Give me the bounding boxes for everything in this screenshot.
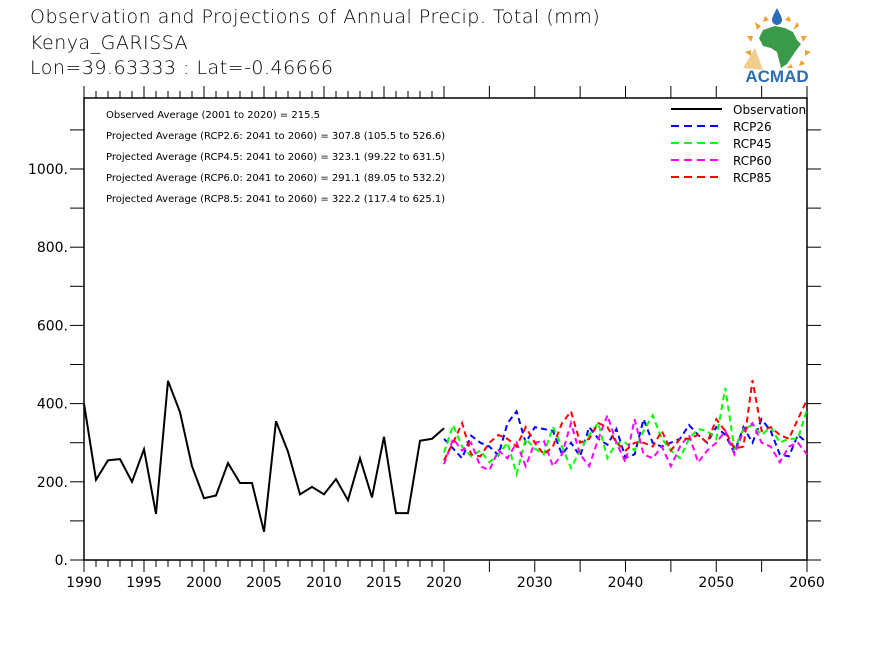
y-tick-label: 800. <box>37 240 68 256</box>
acmad-logo: ACMAD <box>743 8 811 84</box>
legend-label: RCP45 <box>733 137 772 151</box>
africa-map-icon <box>759 26 801 68</box>
coords-label: Lon=39.63333 : Lat=-0.46666 <box>30 57 334 79</box>
y-tick-label: 400. <box>37 397 68 413</box>
water-drop-icon <box>772 8 782 25</box>
legend-label: RCP60 <box>733 154 772 168</box>
annotation-line: Projected Average (RCP2.6: 2041 to 2060)… <box>106 131 445 142</box>
annotation-line: Projected Average (RCP8.5: 2041 to 2060)… <box>106 194 445 205</box>
legend-label: Observation <box>733 103 806 117</box>
x-tick-label: 2010 <box>306 575 342 591</box>
series-line-observation <box>83 380 445 533</box>
x-tick-label: 1995 <box>126 575 162 591</box>
sun-beams-icon <box>743 48 763 70</box>
x-tick-label: 2060 <box>789 575 825 591</box>
annotation-line: Projected Average (RCP4.5: 2041 to 2060)… <box>106 152 445 163</box>
y-tick-label: 1000. <box>28 162 68 178</box>
x-tick-label: 1990 <box>66 575 102 591</box>
sun-rays-icon <box>745 16 811 68</box>
y-tick-label: 0. <box>55 553 68 569</box>
annotation-line: Projected Average (RCP6.0: 2041 to 2060)… <box>106 173 445 184</box>
x-tick-label: 2005 <box>246 575 282 591</box>
x-tick-label: 2015 <box>366 575 402 591</box>
logo-text: ACMAD <box>745 67 808 84</box>
x-tick-label: 2030 <box>517 575 553 591</box>
legend-label: RCP26 <box>733 120 772 134</box>
plot-frame <box>83 97 808 561</box>
y-tick-label: 600. <box>37 318 68 334</box>
annotation-line: Observed Average (2001 to 2020) = 215.5 <box>106 110 320 121</box>
x-tick-label: 2020 <box>426 575 462 591</box>
x-tick-label: 2000 <box>186 575 222 591</box>
x-tick-label: 2050 <box>698 575 734 591</box>
legend-label: RCP85 <box>733 171 772 185</box>
chart-title: Observation and Projections of Annual Pr… <box>30 6 601 28</box>
y-tick-label: 200. <box>37 475 68 491</box>
x-tick-label: 2040 <box>608 575 644 591</box>
series-line-rcp85 <box>443 379 808 461</box>
location-label: Kenya_GARISSA <box>30 32 189 54</box>
